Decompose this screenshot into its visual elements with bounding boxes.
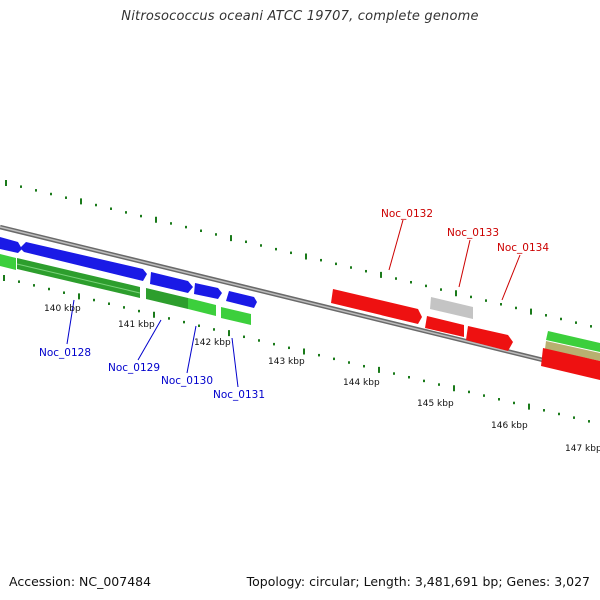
accession-text: Accession: NC_007484	[9, 574, 152, 589]
gene-label-noc-0133[interactable]: Noc_0133	[447, 227, 499, 239]
scale-label: 141 kbp	[118, 320, 155, 330]
scale-label: 147 kbp	[565, 444, 600, 454]
gene-pseudo[interactable]	[430, 297, 473, 319]
gene-track	[0, 237, 600, 380]
gene-highlight[interactable]	[425, 316, 464, 337]
inner-tick-ring	[3, 275, 590, 423]
gene-forward[interactable]	[20, 242, 147, 281]
gene-reverse[interactable]	[0, 254, 16, 270]
gene-forward[interactable]	[150, 272, 193, 293]
scale-label: 140 kbp	[44, 304, 81, 314]
scale-label: 146 kbp	[491, 421, 528, 431]
scale-label: 144 kbp	[343, 378, 380, 388]
gene-reverse[interactable]	[546, 331, 600, 352]
gene-highlight[interactable]	[466, 326, 513, 351]
backbone	[0, 224, 600, 377]
gene-label-noc-0130[interactable]: Noc_0130	[161, 375, 213, 387]
gene-reverse[interactable]	[221, 307, 251, 325]
gene-reverse[interactable]	[146, 288, 188, 309]
scale-label: 145 kbp	[417, 399, 454, 409]
gene-highlight[interactable]	[541, 348, 600, 380]
gene-forward[interactable]	[226, 291, 257, 308]
gene-label-noc-0132[interactable]: Noc_0132	[381, 208, 433, 220]
gene-label-noc-0134[interactable]: Noc_0134	[497, 242, 549, 254]
scale-label: 142 kbp	[194, 338, 231, 348]
leader-lines	[66, 219, 521, 388]
gene-label-noc-0129[interactable]: Noc_0129	[108, 362, 160, 374]
gene-label-noc-0131[interactable]: Noc_0131	[213, 389, 265, 401]
scale-labels: 140 kbp 141 kbp 142 kbp 143 kbp 144 kbp …	[44, 304, 600, 454]
outer-tick-ring	[5, 180, 592, 328]
map-title: Nitrosococcus oceani ATCC 19707, complet…	[121, 9, 479, 24]
gene-olive[interactable]	[545, 341, 600, 361]
scale-label: 143 kbp	[268, 357, 305, 367]
gene-reverse[interactable]	[188, 298, 216, 316]
gene-highlight[interactable]	[331, 289, 422, 324]
gene-forward[interactable]	[0, 237, 22, 253]
gene-forward[interactable]	[194, 283, 222, 299]
gene-labels: Noc_0128 Noc_0129 Noc_0130 Noc_0131 Noc_…	[39, 208, 549, 401]
gene-label-noc-0128[interactable]: Noc_0128	[39, 347, 91, 359]
topology-summary: Topology: circular; Length: 3,481,691 bp…	[246, 574, 590, 589]
